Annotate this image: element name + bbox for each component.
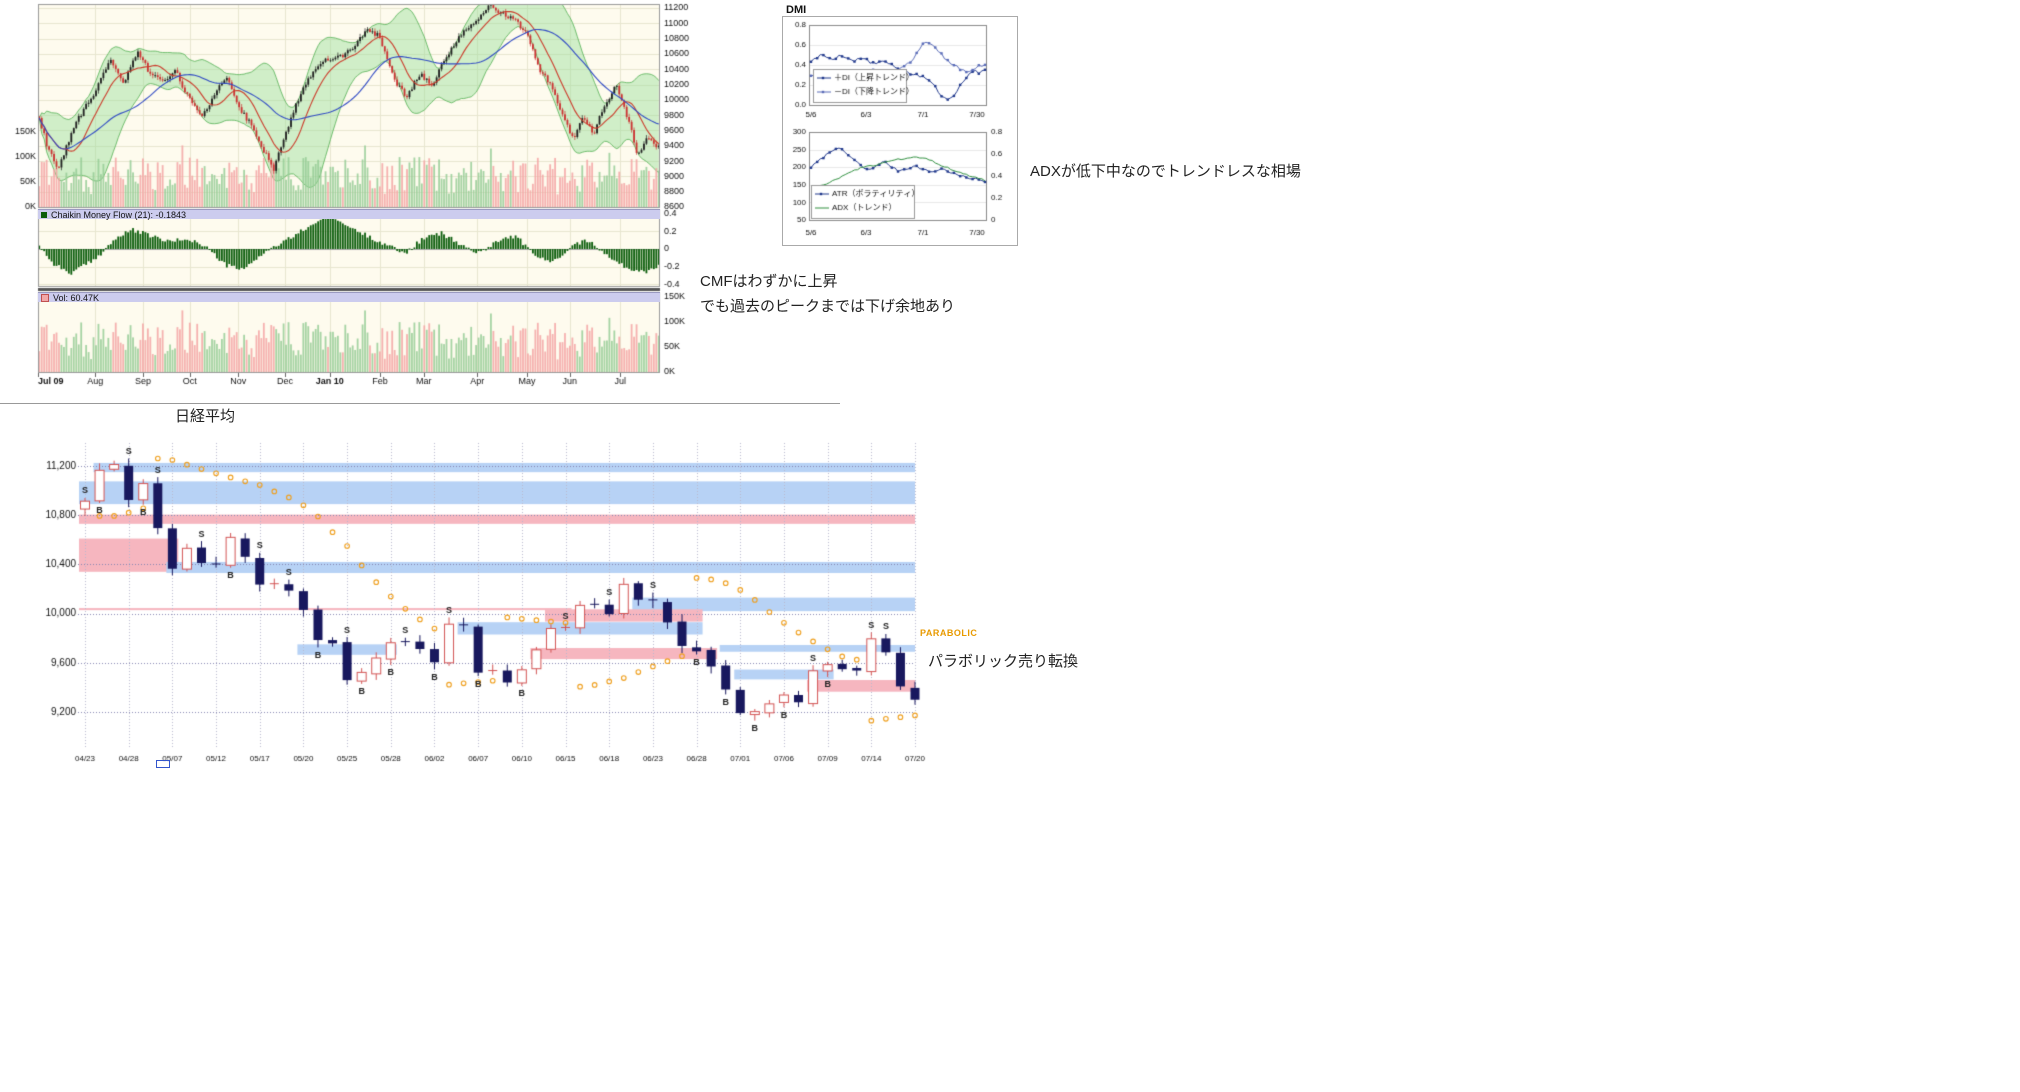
parabolic-annotation: パラボリック売り転換 [928, 653, 1079, 670]
cmf-annotation-1: CMFはわずかに上昇 [700, 273, 838, 290]
cmf-annotation-2: でも過去のピークまでは下げ余地あり [700, 298, 956, 315]
parabolic-label: PARABOLIC [920, 628, 978, 638]
cmf-legend-swatch-icon [41, 211, 47, 218]
vol-header-label: Vol: 60.47K [53, 292, 100, 303]
dmi-title: DMI [786, 4, 807, 16]
nikkei-title: 日経平均 [175, 408, 236, 425]
dmi-panel [782, 16, 1018, 246]
nikkei-candlestick-chart [30, 425, 980, 775]
section-divider [0, 403, 840, 404]
dmi-atr-adx-chart [783, 17, 1017, 245]
focus-box [156, 760, 170, 768]
cmf-header-label: Chaikin Money Flow (21): -0.1843 [51, 209, 187, 220]
vol-legend-swatch-icon [41, 293, 49, 302]
vol-header-bar: Vol: 60.47K [38, 292, 660, 303]
adx-annotation: ADXが低下中なのでトレンドレスな相場 [1030, 163, 1301, 180]
cmf-header-bar: Chaikin Money Flow (21): -0.1843 [38, 209, 660, 220]
price-panel-block: Chaikin Money Flow (21): -0.1843 Vol: 60… [0, 0, 690, 392]
price-cmf-volume-chart [0, 0, 690, 392]
nikkei-chart-block [30, 425, 980, 775]
